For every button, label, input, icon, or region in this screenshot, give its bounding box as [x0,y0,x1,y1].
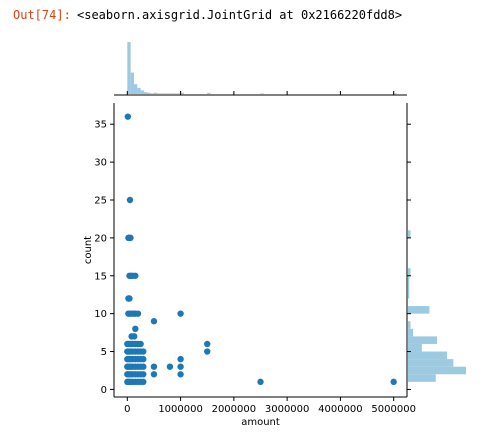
marginal-y-bar [408,321,411,329]
scatter-point [177,355,184,363]
marginal-y-bar [408,359,454,367]
x-axis-label: amount [241,417,280,428]
y-tick-label: 30 [94,158,107,169]
marginal-x-bar [170,93,174,94]
scatter-point [204,340,211,348]
scatter-point [131,333,138,340]
scatter-point [126,295,133,302]
scatter-point [177,310,184,317]
y-tick-label: 5 [101,347,107,358]
marginal-y-bar [408,374,436,382]
x-tick-label: 1000000 [158,404,203,415]
y-tick-label: 20 [94,233,107,244]
scatter-point [132,325,139,333]
scatter-point [134,310,142,317]
scatter-point [140,378,147,386]
output-repr-text: <seaborn.axisgrid.JointGrid at 0x2166220… [77,8,403,22]
y-tick-label: 15 [94,271,107,282]
scatter-point [150,318,158,325]
scatter-point [140,371,147,378]
scatter-point [204,348,211,355]
scatter-point [126,196,134,204]
marginal-y-bar [408,328,414,337]
marginal-y-histogram [408,230,466,382]
scatter-point [140,363,147,370]
marginal-y-bar [408,306,430,314]
marginal-y-bar [408,351,448,360]
marginal-y-bar [408,336,437,344]
y-tick-label: 25 [94,195,107,206]
marginal-x-bar [130,72,134,94]
scatter-point [150,363,158,370]
y-tick-label: 35 [94,120,107,131]
marginal-x-bar [393,93,398,94]
scatter-point [127,234,134,242]
scatter-point [150,371,158,378]
marginal-x-bar [127,42,131,94]
marginal-x-bar [180,92,184,94]
marginal-x-histogram [127,42,398,94]
y-tick-label: 10 [94,309,107,320]
marginal-x-bar [260,93,264,94]
marginal-x-bar [163,93,168,94]
marginal-x-bar [140,90,144,94]
x-tick-label: 5000000 [371,404,416,415]
scatter-point [140,355,147,363]
scatter-point [390,378,397,386]
marginal-x-bar [150,93,154,94]
marginal-x-bar [147,92,151,94]
marginal-y-bar [408,230,411,238]
marginal-x-bar [153,92,158,94]
scatter-point [166,363,174,370]
x-tick-label: 0 [124,404,130,415]
marginal-x-bar [167,93,171,94]
marginal-x-bar [133,84,138,94]
marginal-y-bar [408,343,422,352]
marginal-x-bar [177,93,181,94]
y-tick-label: 0 [101,385,107,396]
marginal-x-bar [157,93,161,94]
scatter-point [140,348,147,355]
x-tick-label: 3000000 [265,404,310,415]
y-axis-label: count [83,236,94,264]
scatter-point [137,340,144,348]
scatter-point [177,371,184,378]
marginal-x-bar [173,93,178,94]
scatter-points [124,113,397,386]
scatter-point [257,378,264,386]
output-prompt: Out[74]: [13,8,71,22]
x-tick-label: 2000000 [212,404,257,415]
marginal-y-bar [408,275,410,299]
output-row: Out[74]: <seaborn.axisgrid.JointGrid at … [0,6,485,24]
marginal-x-bar [137,87,141,94]
scatter-point [124,113,132,120]
scatter-point [132,272,139,279]
ticks: 0 1000000 2000000 3000000 4000000 5000000 0 5 10… [94,91,416,415]
marginal-y-bar [408,268,411,276]
marginal-x-bar [143,92,148,94]
marginal-y-bar [408,366,466,375]
scatter-point [177,363,184,370]
axes [113,94,408,398]
marginal-x-bar [160,93,164,94]
x-tick-label: 4000000 [318,404,363,415]
marginal-x-bar [207,92,211,94]
